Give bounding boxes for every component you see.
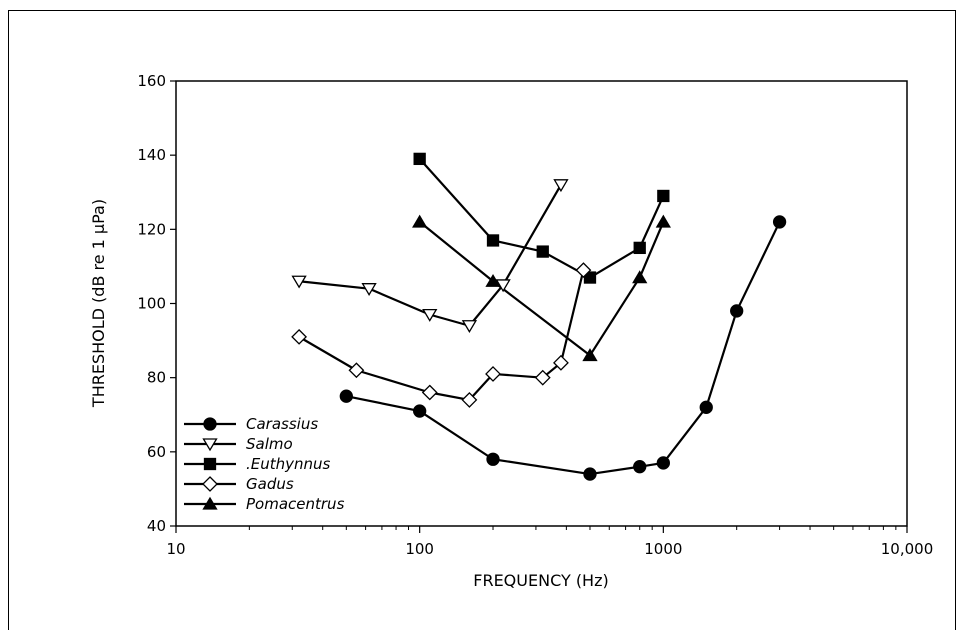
series-line-carassius — [346, 221, 781, 476]
x-axis-title: FREQUENCY (Hz) — [473, 571, 608, 590]
data-point-euthynnus — [413, 152, 426, 166]
data-point-carassius — [486, 452, 500, 466]
y-tick-label: 40 — [147, 517, 166, 535]
legend-marker — [202, 438, 218, 452]
y-axis-title: THRESHOLD (dB re 1 µPa) — [89, 199, 108, 408]
data-point-pomacentrus — [412, 214, 428, 228]
series-line-pomacentrus — [418, 221, 665, 357]
x-tick-label: 100 — [405, 540, 434, 558]
data-point-salmo — [495, 279, 511, 293]
y-tick-label: 120 — [137, 220, 166, 238]
data-point-carassius — [633, 460, 647, 474]
data-point-carassius — [772, 215, 787, 229]
data-point-euthynnus — [633, 241, 646, 255]
legend-marker — [203, 457, 217, 471]
data-point-euthynnus — [657, 189, 670, 203]
data-point-gadus — [575, 262, 592, 279]
y-tick-label: 80 — [147, 369, 166, 387]
data-point-pomacentrus — [485, 273, 501, 287]
legend: Carassius Salmo .Euthynnus Gadus Pomacentrus — [184, 415, 345, 513]
y-tick-label: 160 — [137, 72, 166, 90]
data-point-pomacentrus — [632, 270, 648, 284]
series-markers — [291, 152, 787, 481]
legend-label: Carassius — [246, 415, 318, 433]
data-point-salmo — [361, 283, 377, 296]
data-point-euthynnus — [536, 245, 549, 258]
data-point-gadus — [461, 391, 478, 408]
x-tick-label: 10 — [166, 540, 185, 558]
data-point-salmo — [461, 320, 478, 334]
figure-frame — [8, 10, 956, 630]
series-line-euthynnus — [418, 158, 665, 279]
data-point-gadus — [553, 354, 569, 371]
data-point-euthynnus — [583, 271, 597, 284]
axis-ticks: 40 60 80 100 120 140 160 10 100 1000 10,000 — [137, 72, 933, 558]
legend-marker — [203, 417, 217, 431]
data-point-salmo — [553, 179, 569, 193]
x-tick-label: 10,000 — [881, 540, 934, 558]
data-point-carassius — [583, 467, 597, 481]
legend-label: Salmo — [246, 435, 293, 453]
y-tick-label: 100 — [137, 295, 166, 313]
series-line-salmo — [298, 184, 562, 327]
data-point-gadus — [485, 366, 501, 382]
x-tick-label: 1000 — [644, 540, 682, 558]
data-point-carassius — [413, 404, 427, 418]
data-point-gadus — [421, 384, 438, 401]
data-point-carassius — [339, 389, 353, 403]
data-point-gadus — [348, 362, 365, 379]
data-point-gadus — [534, 369, 551, 386]
data-point-carassius — [656, 456, 670, 470]
data-point-salmo — [422, 308, 438, 322]
y-tick-label: 140 — [137, 146, 166, 164]
data-point-euthynnus — [486, 234, 500, 247]
legend-marker — [202, 496, 218, 510]
data-point-gadus — [291, 328, 308, 345]
legend-label: Pomacentrus — [246, 495, 345, 513]
data-point-pomacentrus — [655, 214, 671, 228]
data-point-salmo — [291, 275, 307, 289]
data-point-carassius — [699, 400, 713, 414]
legend-label: .Euthynnus — [246, 455, 331, 473]
y-tick-label: 60 — [147, 443, 166, 461]
series-lines — [298, 158, 781, 476]
legend-marker — [202, 476, 218, 492]
data-point-carassius — [730, 304, 744, 318]
legend-label: Gadus — [246, 475, 294, 493]
data-point-pomacentrus — [582, 348, 598, 362]
